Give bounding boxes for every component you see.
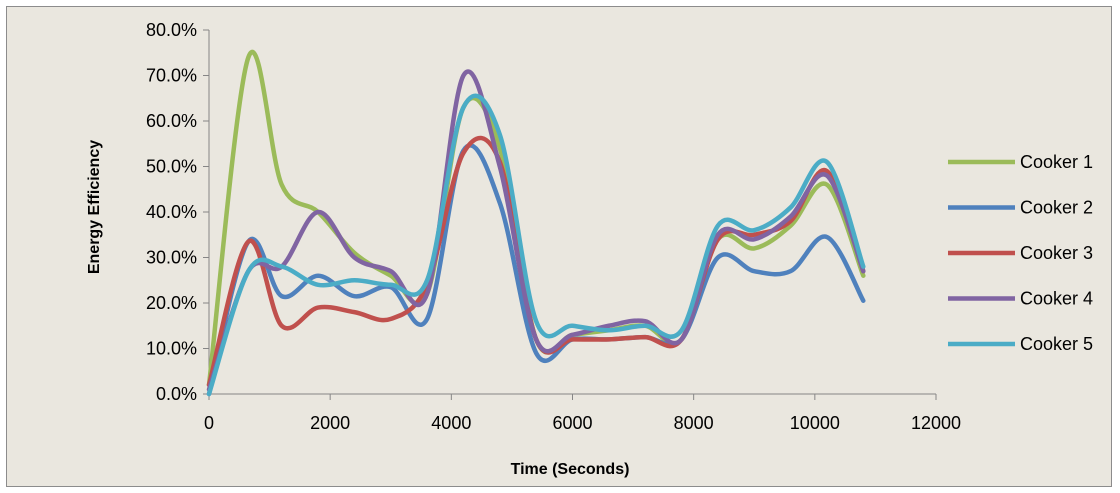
series-line-cooker-4 [206,69,866,392]
y-axis-title: Energy Efficiency [86,140,103,274]
x-tick-label: 6000 [552,413,592,433]
x-tick-label: 2000 [310,413,350,433]
series-line-cooker-5 [206,93,866,397]
x-tick-label: 10000 [790,413,840,433]
legend-label-cooker-2: Cooker 2 [1020,198,1093,218]
x-tick-label: 12000 [911,413,961,433]
legend-label-cooker-3: Cooker 3 [1020,243,1093,263]
legend: Cooker 1 Cooker 2 Cooker 3 Cooker 4 Cooker 5 [948,152,1093,354]
series-line-cooker-2 [206,143,866,397]
legend-label-cooker-4: Cooker 4 [1020,289,1093,309]
y-tick-label: 40.0% [146,202,197,222]
y-tick-label: 30.0% [146,248,197,268]
legend-label-cooker-1: Cooker 1 [1020,152,1093,172]
y-tick-label: 0.0% [156,384,197,404]
series-lines [206,50,866,397]
x-axis-title: Time (Seconds) [511,461,630,478]
y-tick-label: 80.0% [146,20,197,40]
y-tick-label: 20.0% [146,293,197,313]
y-tick-label: 50.0% [146,157,197,177]
legend-label-cooker-5: Cooker 5 [1020,334,1093,354]
x-tick-label: 0 [204,413,214,433]
series-line-cooker-1 [206,50,866,388]
x-tick-label: 4000 [431,413,471,433]
x-tick-label: 8000 [674,413,714,433]
y-tick-label: 10.0% [146,339,197,359]
line-chart: 0.0% 10.0% 20.0% 30.0% 40.0% 50.0% 60.0% 70.0% 8… [86,20,1093,478]
axes: 0.0% 10.0% 20.0% 30.0% 40.0% 50.0% 60.0% 70.0% 8… [146,20,961,433]
y-tick-label: 70.0% [146,66,197,86]
chart-frame: 0.0% 10.0% 20.0% 30.0% 40.0% 50.0% 60.0% 70.0% 8… [6,6,1112,487]
y-tick-label: 60.0% [146,111,197,131]
